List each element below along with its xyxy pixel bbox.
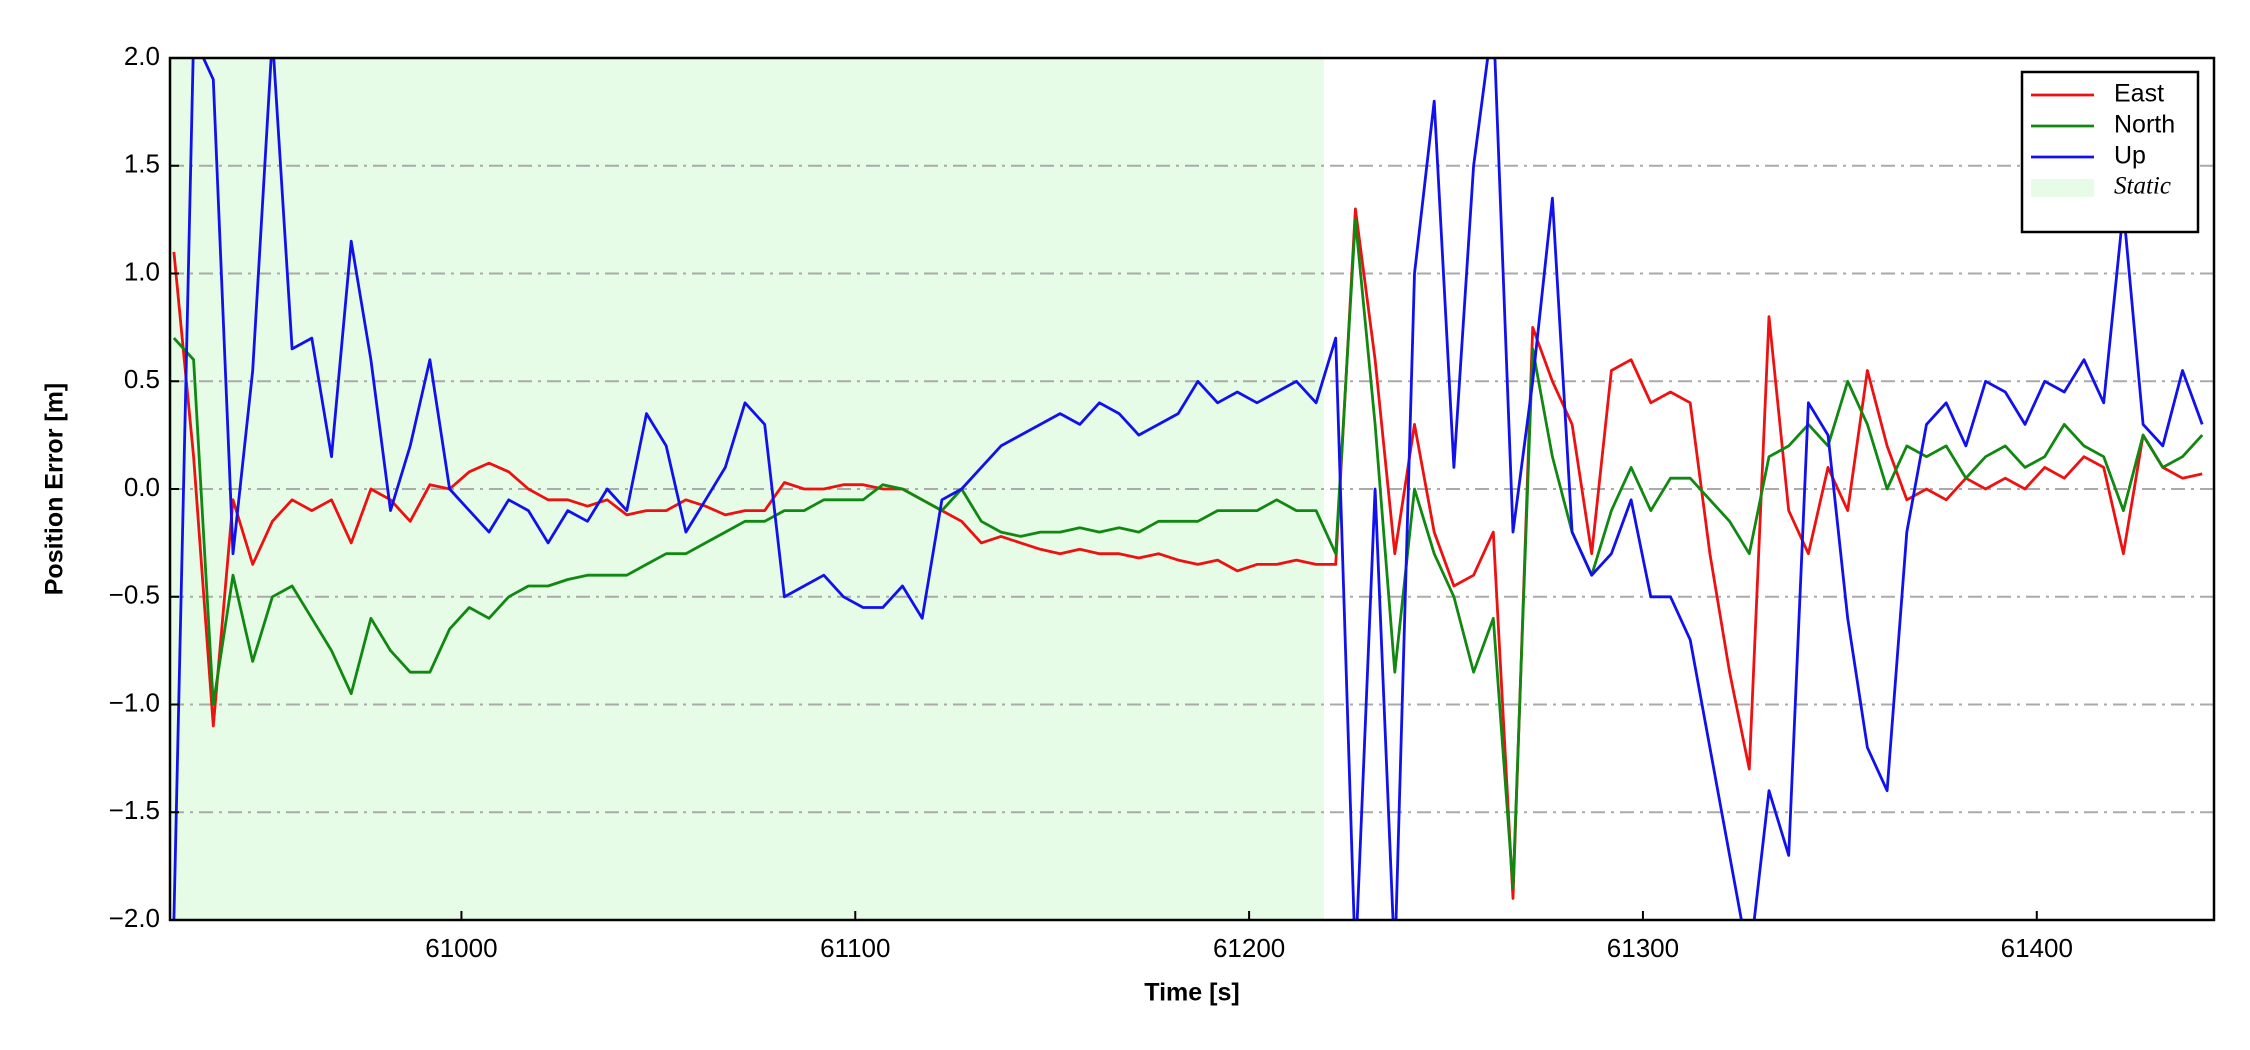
legend-label: Up	[2114, 142, 2146, 170]
y-tick-label: 0.5	[124, 364, 160, 394]
y-tick-label: 0.0	[124, 472, 160, 502]
legend-frame	[2020, 70, 2200, 234]
series-line	[172, 58, 2204, 920]
static-span	[170, 58, 1324, 920]
y-tick-label: 2.0	[124, 41, 160, 71]
y-tick-label: 1.5	[124, 149, 160, 179]
y-tick-label: 1.0	[124, 256, 160, 286]
x-tick-label: 61100	[820, 933, 890, 963]
span-layer	[170, 58, 1324, 920]
y-tick-label: −2.0	[109, 903, 160, 933]
legend-label: North	[2114, 111, 2175, 139]
y-tick-label: −1.5	[109, 795, 160, 825]
legend: East North Up Static	[2020, 70, 2200, 234]
legend-label: East	[2114, 80, 2164, 108]
x-tick-label: 61400	[2001, 933, 2073, 963]
y-axis-label: Position Error [m]	[41, 383, 69, 596]
legend-swatch	[2031, 179, 2094, 197]
x-tick-label: 61000	[425, 933, 497, 963]
axes-layer: −2.0 −1.5 −1.0 −0.5 0.0 0.5 1.0 1.5 2.0 61000 6110…	[109, 41, 2073, 963]
line-layer	[172, 58, 2204, 920]
series-line	[172, 207, 2203, 900]
legend-label: Static	[2114, 173, 2171, 200]
x-tick-label: 61200	[1213, 933, 1285, 963]
x-axis-label: Time [s]	[1144, 979, 1239, 1007]
y-tick-label: −0.5	[109, 580, 160, 610]
series-line	[172, 218, 2204, 890]
x-tick-label: 61300	[1607, 933, 1679, 963]
y-tick-label: −1.0	[109, 687, 160, 717]
